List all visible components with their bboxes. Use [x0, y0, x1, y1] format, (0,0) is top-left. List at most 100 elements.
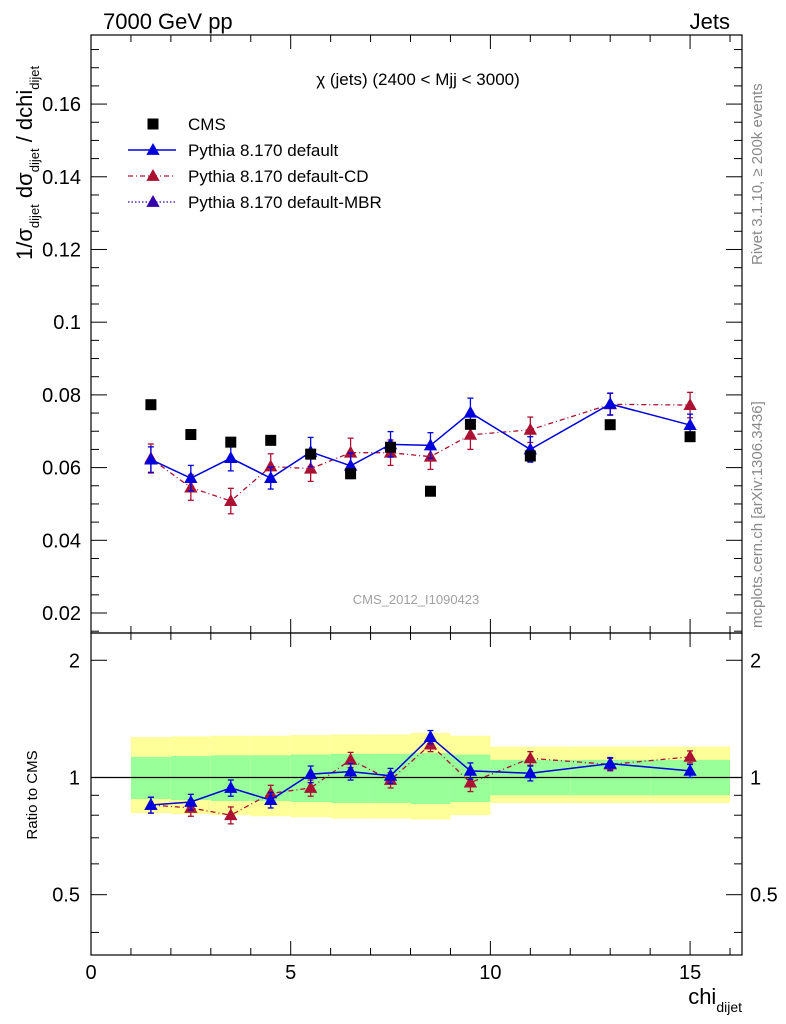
ylabel-pre: 1/σ: [12, 228, 37, 260]
point-cms: [345, 468, 357, 480]
ylabel-post: / dchi: [12, 90, 37, 149]
point-default: [463, 405, 478, 418]
legend-marker-default: [146, 143, 160, 155]
point-default-cd: [683, 398, 697, 410]
y-tick-label: 0.14: [42, 167, 81, 189]
legend-marker-cms: [147, 118, 159, 130]
ratio-line-default: [150, 736, 691, 806]
ratio-point-default: [144, 797, 158, 810]
point-cms: [305, 448, 317, 460]
ratio-y-tick-label: 2: [69, 650, 80, 672]
ratio-point-default-cd: [343, 752, 358, 765]
header-left: 7000 GeV pp: [103, 9, 233, 34]
y-tick-label: 0.1: [53, 312, 81, 334]
x-tick-label: 10: [479, 962, 501, 984]
y-tick-label: 0.04: [42, 530, 81, 552]
ratio-point-default: [304, 767, 318, 780]
ratio-point-default-cd: [683, 749, 697, 762]
point-default: [184, 471, 198, 484]
ratio-point-default: [523, 766, 537, 779]
main-plot: 0.02 0.04 0.06 0.08 0.1 0.12 0.14 0.16 χ (jets)…: [12, 34, 743, 634]
header-right: Jets: [690, 9, 730, 34]
y-tick-label: 0.16: [42, 94, 81, 116]
ratio-y-tick-label: 0.5: [52, 885, 80, 907]
ratio-point-default: [383, 768, 398, 781]
ratio-point-default: [224, 780, 238, 793]
legend: CMS Pythia 8.170 default Pythia 8.170 defa…: [128, 115, 382, 212]
ratio-y-tick-label: 1: [69, 767, 80, 789]
point-default: [343, 458, 358, 471]
point-cms: [424, 485, 436, 497]
x-tick-label: 15: [679, 962, 701, 984]
y-tick-label: 0.12: [42, 239, 81, 261]
ratio-y-tick-label-right: 0.5: [750, 885, 778, 907]
x-axis-label: chidijet: [688, 984, 742, 1015]
point-default: [603, 396, 617, 409]
ratio-point-default: [683, 763, 697, 776]
point-cms: [225, 436, 237, 448]
y-tick-label: 0.02: [42, 603, 81, 625]
ratio-point-default: [343, 764, 358, 777]
x-axis-ticks: 0 5 10 15: [85, 35, 731, 984]
series-line-default-cd: [150, 403, 691, 502]
x-axis-label-sub: dijet: [716, 999, 742, 1015]
legend-label: Pythia 8.170 default: [188, 141, 339, 160]
watermark: CMS_2012_I1090423: [353, 592, 480, 607]
ratio-point-default: [264, 793, 278, 805]
point-default: [423, 438, 438, 451]
rivet-label: Rivet 3.1.10, ≥ 200k events: [749, 83, 766, 265]
ratio-point-default-cd: [304, 780, 318, 793]
ratio-band-inner: [410, 753, 451, 804]
legend-label: Pythia 8.170 default-CD: [188, 167, 369, 186]
plot-title: χ (jets) (2400 < Mjj < 3000): [316, 70, 520, 89]
point-default: [683, 418, 697, 430]
point-cms: [265, 434, 277, 446]
ratio-y-axis-ticks: 0.5 0.5 1 1 2 2: [52, 650, 778, 933]
ratio-point-default: [463, 763, 478, 776]
legend-label: CMS: [188, 115, 226, 134]
main-y-axis-ticks: 0.02 0.04 0.06 0.08 0.1 0.12 0.14 0.16: [42, 49, 742, 632]
main-y-axis-label: 1/σdijet dσdijet / dchidijet: [12, 65, 42, 260]
point-cms: [464, 418, 476, 430]
y-tick-label: 0.06: [42, 458, 81, 480]
ratio-y-axis-label: Ratio to CMS: [24, 750, 41, 839]
legend-marker-default-mbr: [146, 195, 160, 207]
point-default: [264, 471, 278, 484]
ylabel-sub2: dijet: [27, 148, 42, 172]
point-cms: [524, 450, 536, 462]
legend-marker-default-cd: [146, 169, 160, 181]
point-default-cd: [224, 494, 238, 506]
ratio-plot: 0.5 0.5 1 1 2 2 Ratio to CMS: [24, 632, 778, 956]
point-cms: [385, 441, 397, 453]
ylabel-mid: dσ: [12, 172, 37, 204]
point-default-cd: [523, 422, 537, 435]
point-default-cd: [463, 427, 478, 440]
ratio-point-default: [423, 730, 438, 742]
ratio-data-layer: [144, 729, 697, 825]
ylabel-sub1: dijet: [27, 204, 42, 228]
series-line-default: [150, 403, 691, 480]
point-default-cd: [264, 459, 278, 472]
ratio-point-default: [184, 795, 198, 807]
point-default-cd: [304, 461, 318, 474]
point-cms: [185, 429, 197, 441]
ratio-point-default-cd: [523, 751, 537, 764]
ratio-point-default-cd: [224, 808, 238, 821]
point-cms: [604, 419, 616, 431]
main-data-layer: [144, 391, 697, 515]
mcplots-label: mcplots.cern.ch [arXiv:1306.3436]: [749, 401, 766, 628]
legend-label: Pythia 8.170 default-MBR: [188, 193, 382, 212]
ratio-y-tick-label-right: 2: [750, 650, 761, 672]
x-axis-label-main: chi: [688, 984, 716, 1009]
point-cms: [684, 431, 696, 443]
y-tick-label: 0.08: [42, 385, 81, 407]
point-default: [224, 451, 238, 464]
point-default: [144, 452, 158, 465]
ratio-point-default-cd: [463, 775, 478, 788]
x-tick-label: 5: [285, 962, 296, 984]
point-cms: [145, 399, 157, 411]
point-default-cd: [343, 445, 358, 458]
ratio-line-default-cd: [150, 743, 691, 816]
ylabel-sub3: dijet: [27, 65, 42, 89]
